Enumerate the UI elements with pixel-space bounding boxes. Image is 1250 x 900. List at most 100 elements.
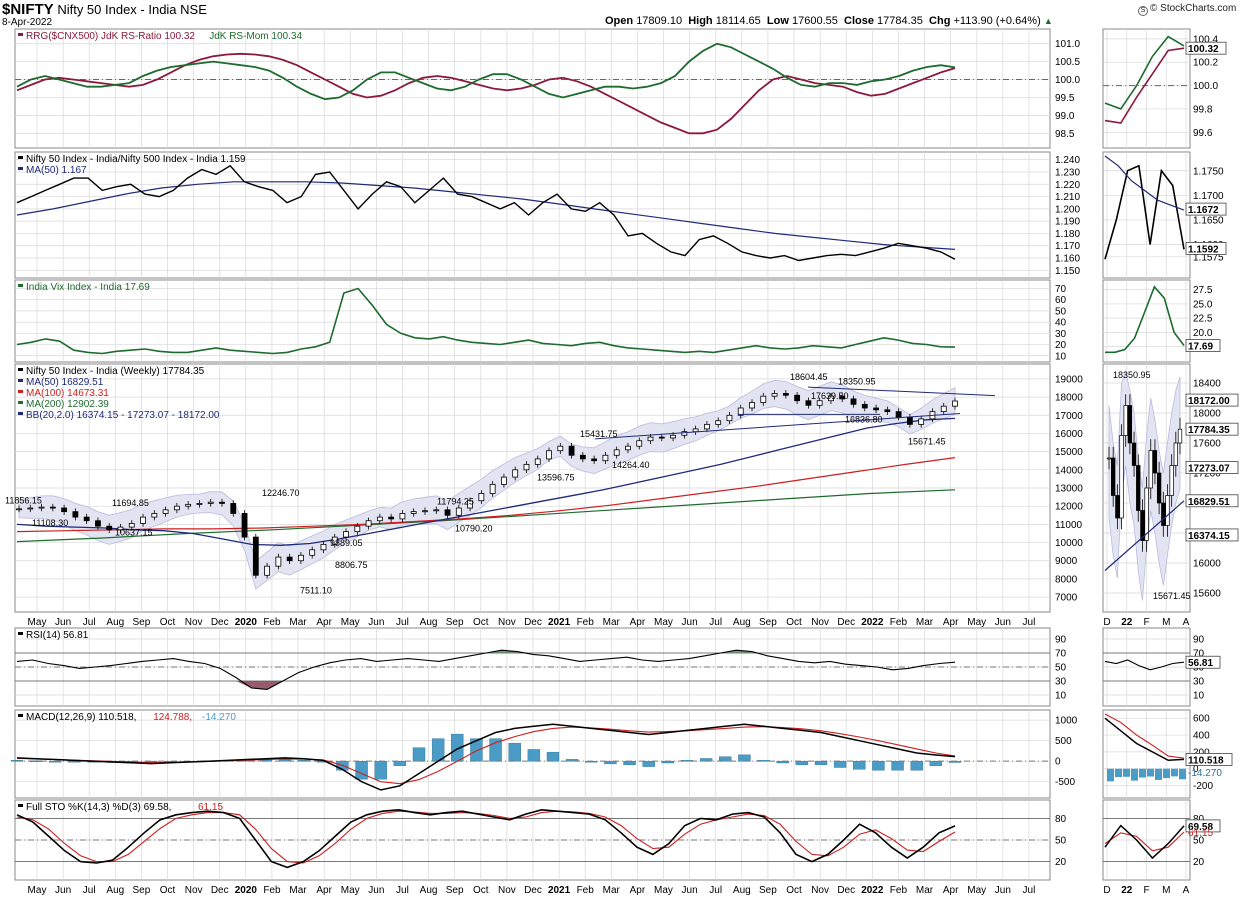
x-tick-label: Aug — [106, 885, 124, 896]
mini-candle-body — [1177, 428, 1183, 444]
x-tick-label: May — [967, 885, 986, 896]
mini-candle-body — [1123, 405, 1128, 436]
panel-frame — [14, 28, 1051, 149]
y-tick-label: 1.200 — [1055, 204, 1080, 215]
candle-body — [83, 516, 90, 522]
mini-macd-line — [1104, 713, 1185, 759]
value-tag-box — [1185, 242, 1227, 255]
x-tick-label: Jun — [55, 885, 71, 896]
candle-body — [861, 403, 868, 409]
y-tick-label: 20 — [1055, 857, 1067, 868]
x-tick-label: Apr — [316, 617, 332, 628]
x-tick-label: Sep — [133, 617, 151, 628]
y-tick-label: 17000 — [1055, 411, 1083, 422]
legend-entry: -14.270 — [202, 712, 236, 723]
candle-body — [467, 500, 473, 509]
legend-swatch — [18, 33, 23, 36]
x-tick-label: Oct — [786, 617, 802, 628]
candle-body — [704, 423, 710, 430]
y-tick-label: 1.150 — [1055, 266, 1080, 277]
candle-body — [952, 400, 958, 407]
x-tick-label: Dec — [837, 885, 855, 896]
candle-body — [95, 520, 101, 527]
y-tick-label: 1.180 — [1055, 229, 1080, 240]
y-tick-label: 15000 — [1055, 447, 1083, 458]
mini-x-tick-label: A — [1183, 885, 1190, 896]
candle-body — [309, 549, 316, 556]
mini-y-tick-label: 30 — [1193, 677, 1205, 688]
y-tick-label: 98.5 — [1055, 129, 1075, 140]
mini-candle-body — [1111, 457, 1116, 496]
mini-y-tick-label: 80 — [1193, 814, 1205, 825]
mini-x-tick-label: F — [1143, 885, 1149, 896]
candle-body — [737, 407, 744, 416]
candle-body — [173, 505, 180, 511]
chart-title: $NIFTY Nifty 50 Index - India NSE — [2, 1, 207, 18]
y-tick-label: 90 — [1055, 635, 1067, 646]
y-tick-label: 80 — [1055, 814, 1067, 825]
macd-histogram-bar — [738, 754, 751, 762]
y-tick-label: 18000 — [1055, 393, 1083, 404]
trendline — [594, 412, 961, 440]
candle-body — [230, 503, 237, 514]
x-tick-label: Oct — [786, 885, 802, 896]
mini-macd-histogram-bar — [1139, 768, 1146, 778]
candle-body — [884, 409, 891, 413]
x-tick-label: Aug — [420, 885, 438, 896]
price-annotation: 10790.20 — [455, 524, 493, 534]
x-tick-label: Oct — [160, 617, 176, 628]
candle-body — [501, 476, 507, 485]
close-value: 17784.35 — [877, 15, 923, 27]
mini-series-line — [1104, 164, 1185, 260]
x-tick-label: Dec — [524, 617, 542, 628]
mini-series-line — [1104, 35, 1185, 110]
candle-body — [388, 516, 395, 520]
x-tick-label: Jun — [682, 885, 698, 896]
mini-price-annotation: 15671.45 — [1153, 591, 1191, 601]
mini-y-tick-label: 200 — [1193, 747, 1210, 758]
vix-line — [16, 287, 956, 355]
y-tick-label: 10 — [1055, 351, 1067, 362]
x-tick-label: Mar — [916, 885, 934, 896]
legend-entry: MA(50) 16829.51 — [26, 377, 104, 388]
mini-value-tag: 18172.00 — [1188, 396, 1230, 407]
candle-body — [410, 511, 417, 514]
ratio-line — [16, 164, 956, 262]
macd-histogram-bar — [565, 759, 579, 762]
mini-macd-histogram-bar — [1163, 768, 1170, 779]
value-tag-box — [1185, 393, 1239, 407]
mini-candle-body — [1115, 495, 1120, 519]
y-tick-label: 10000 — [1055, 538, 1083, 549]
mini-value-tag: 1.1672 — [1188, 205, 1219, 216]
mini-value-tag: 69.58 — [1188, 822, 1213, 833]
candle-body — [38, 506, 45, 509]
candle-body — [568, 445, 575, 456]
candle-body — [828, 395, 834, 402]
candle-body — [534, 458, 541, 465]
macd-histogram-bar — [814, 760, 828, 765]
x-tick-label: Aug — [106, 617, 124, 628]
price-annotation: 18604.45 — [790, 372, 828, 382]
candle-body — [275, 556, 282, 567]
mini-y-tick-label: 600 — [1193, 714, 1210, 725]
value-tag-box — [1185, 461, 1239, 474]
y-tick-label: -500 — [1055, 777, 1075, 788]
candle-body — [546, 450, 552, 460]
x-tick-label: Oct — [473, 617, 489, 628]
price-annotation: 11108.30 — [32, 518, 68, 528]
price-annotation: 11856.15 — [5, 495, 42, 505]
legend-entry: Nifty 50 Index - India/Nifty 500 Index -… — [26, 154, 246, 165]
legend-swatch — [18, 412, 23, 415]
x-tick-label: Aug — [733, 885, 751, 896]
mini-value-tag: -14.270 — [1188, 768, 1222, 779]
x-tick-label: Feb — [890, 617, 908, 628]
mini-macd-histogram-bar — [1115, 768, 1122, 778]
x-tick-label: Sep — [759, 885, 777, 896]
macd-histogram-bar — [355, 760, 368, 780]
mini-value-tag: 61.15 — [1188, 828, 1213, 839]
mini-series-line — [1104, 155, 1185, 211]
candle-body — [523, 463, 530, 471]
mini-y-tick-label: 17600 — [1193, 439, 1221, 450]
price-annotation: 8806.75 — [335, 560, 368, 570]
candle-body — [241, 513, 248, 538]
